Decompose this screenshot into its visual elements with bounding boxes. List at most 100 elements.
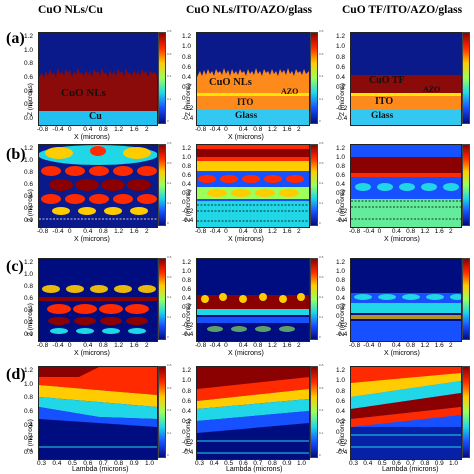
z-tick-label: 1.2	[24, 367, 34, 374]
plot-d1	[38, 366, 158, 460]
x-tick-label: 0	[224, 228, 228, 235]
colorbar-tick-label: 0	[319, 221, 321, 225]
z-tick-label: 1.2	[24, 259, 34, 266]
colorbar-tick-label: 0	[319, 453, 321, 457]
z-tick-label: 0.4	[336, 408, 346, 415]
colorbar-tick-label: 0.2	[167, 430, 172, 435]
x-tick-label: -0.8	[37, 342, 49, 349]
colorbar-tick-label: 0.4	[167, 295, 172, 299]
colorbar-tick-label: 0.2	[167, 315, 172, 319]
colorbar-a2	[310, 32, 318, 124]
layer-label-azo: AZO	[423, 85, 441, 94]
colorbar-tick-label: 0	[167, 335, 169, 339]
x-tick-label: -0.8	[349, 228, 361, 235]
x-axis-label-b3: X (microns)	[384, 236, 420, 243]
z-tick-label: 0.4	[336, 295, 346, 302]
z-tick-label: 0.2	[24, 435, 34, 443]
x-tick-label: -0.4	[363, 342, 375, 349]
x-tick-label: 2	[297, 342, 301, 349]
x-tick-label: -0.8	[37, 228, 49, 235]
x-tick-label: 1.6	[434, 228, 444, 235]
x-tick-label: 1.2	[114, 342, 124, 349]
x-tick-label: 0	[224, 342, 228, 349]
z-tick-label: 0.6	[336, 397, 346, 405]
x-tick-label: 0.4	[391, 342, 401, 349]
z-tick-label: 0.8	[182, 387, 192, 395]
colorbar-tick-label: 0.8	[167, 363, 172, 367]
z-tick-label: 0.8	[24, 60, 34, 68]
x-axis-label-b2: X (microns)	[228, 236, 264, 243]
z-tick-label: -0.4	[336, 449, 348, 456]
z-tick-label: 1.0	[336, 268, 346, 275]
plot-d3	[350, 366, 462, 460]
layer-label-cuo: CuO NLs	[209, 77, 252, 88]
x-tick-label: 0.5	[377, 460, 387, 467]
x-tick-label: -0.8	[349, 342, 361, 349]
z-tick-label: 1.0	[24, 380, 34, 388]
z-tick-label: -0.2	[336, 322, 348, 329]
x-tick-label: 0.5	[67, 460, 77, 467]
colorbar-tick-label: 0.6	[319, 275, 324, 279]
colorbar-tick-label: 0.8	[167, 141, 172, 145]
x-tick-label: 0	[377, 228, 382, 235]
z-tick-label: -0.2	[182, 438, 194, 446]
z-tick-label: 0.0	[24, 449, 34, 456]
x-tick-label: 0.4	[363, 460, 373, 467]
row-label-a: (a)	[6, 30, 25, 47]
x-tick-label: 2	[297, 126, 301, 133]
z-tick-label: 0.6	[182, 397, 192, 405]
z-tick-label: 0.8	[182, 53, 192, 61]
colorbar-tick-label: 0.6	[319, 161, 324, 165]
x-tick-label: 0.4	[83, 342, 93, 349]
colorbar-b3	[462, 144, 470, 226]
x-tick-label: 1.0	[297, 460, 307, 467]
x-tick-label: 0.9	[282, 460, 292, 467]
colorbar-tick-label: 0	[319, 335, 321, 339]
plot-d2	[196, 366, 310, 460]
x-tick-label: 0.8	[406, 342, 416, 349]
z-tick-label: 0.6	[24, 74, 34, 81]
x-tick-label: -0.8	[195, 126, 207, 133]
x-tick-label: 1.0	[145, 460, 155, 467]
x-tick-label: 0.4	[238, 126, 248, 133]
x-tick-label: 0	[67, 228, 72, 235]
z-tick-label: 1.0	[24, 46, 34, 54]
layer-label-glass: Glass	[371, 111, 394, 121]
z-tick-label: 0.8	[182, 277, 192, 284]
layer-label-cuo-tf: CuO TF	[369, 75, 405, 86]
layer-label-cuo: CuO NLs	[61, 87, 106, 99]
z-tick-label: -0.4	[182, 217, 194, 224]
z-tick-label: 1.2	[336, 145, 346, 152]
z-tick-label: 0.8	[182, 163, 192, 170]
colorbar-tick-label: 0.6	[167, 275, 172, 279]
x-tick-label: 0.4	[209, 460, 219, 467]
x-tick-label: 0	[377, 342, 382, 349]
lambda-axis-label-d2: Lambda (microns)	[226, 466, 283, 473]
x-tick-label: 1.0	[449, 460, 459, 467]
column-title-1: CuO NLs/Cu	[38, 4, 103, 16]
x-tick-label: -0.4	[209, 126, 221, 133]
z-tick-label: 0.6	[182, 286, 192, 293]
z-tick-label: 0	[182, 94, 186, 102]
x-tick-label: 2	[449, 228, 453, 235]
z-tick-label: 0	[182, 199, 186, 206]
x-tick-label: 1.6	[434, 342, 444, 349]
x-axis-label-a2: X (microns)	[228, 134, 264, 141]
x-tick-label: 1.6	[129, 342, 139, 349]
z-tick-label: 0	[336, 199, 340, 206]
z-tick-label: -0.2	[336, 438, 348, 446]
colorbar-tick-label: 0.6	[319, 51, 324, 56]
z-tick-label: 0.4	[336, 181, 346, 188]
colorbar-tick-label: 0.8	[319, 363, 324, 367]
row-label-c: (c)	[6, 258, 24, 275]
colorbar-tick-label: 0.4	[319, 181, 324, 185]
x-tick-label: 0	[224, 126, 228, 133]
x-tick-label: 0.4	[83, 228, 93, 235]
z-tick-label: 1.0	[336, 154, 346, 161]
z-tick-label: 0.4	[336, 74, 346, 81]
x-tick-label: -0.4	[209, 342, 221, 349]
x-tick-label: 0.8	[114, 460, 124, 467]
colorbar-tick-label: 0.8	[319, 141, 324, 145]
z-tick-label: 0.4	[24, 307, 34, 314]
x-tick-label: 0.8	[406, 228, 416, 235]
